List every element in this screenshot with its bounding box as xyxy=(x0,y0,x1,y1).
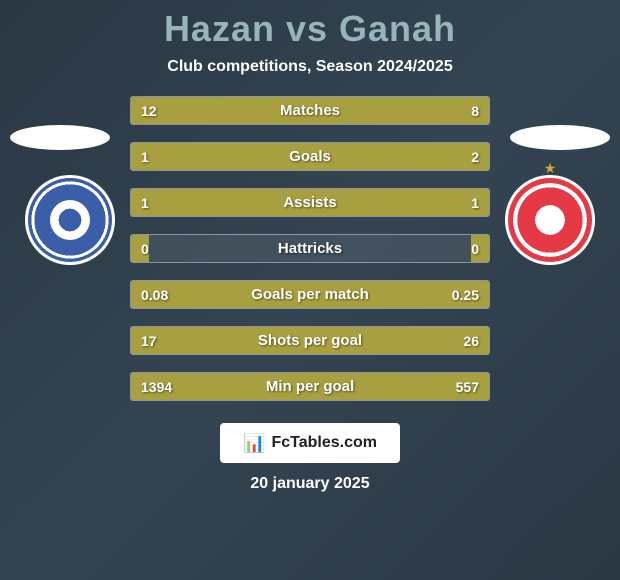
stats-container: 128Matches12Goals11Assists00Hattricks0.0… xyxy=(130,96,490,401)
stat-bar-right xyxy=(249,143,489,170)
stat-value-right: 26 xyxy=(463,333,479,349)
stat-value-right: 1 xyxy=(471,195,479,211)
stat-value-left: 12 xyxy=(141,103,157,119)
chart-icon: 📊 xyxy=(243,433,265,454)
stat-bar-right xyxy=(346,97,489,124)
stat-row: 1394 557 Min per goal xyxy=(130,372,490,401)
stat-value-left: 0 xyxy=(141,241,149,257)
stat-label: Shots per goal xyxy=(258,332,362,349)
stat-value-right: 0.25 xyxy=(452,287,479,303)
stat-label: Hattricks xyxy=(278,240,342,257)
stat-value-left: 0.08 xyxy=(141,287,168,303)
date-label: 20 january 2025 xyxy=(250,475,369,493)
stat-label: Goals per match xyxy=(251,286,369,303)
stat-row: 1 2 Goals xyxy=(130,142,490,171)
stat-value-right: 0 xyxy=(471,241,479,257)
stat-row: 1 1 Assists xyxy=(130,188,490,217)
stat-row: 17 26 Shots per goal xyxy=(130,326,490,355)
stat-value-left: 1 xyxy=(141,195,149,211)
stat-value-left: 1 xyxy=(141,149,149,165)
ellipse-right-decoration xyxy=(510,125,610,150)
stat-row: 0 0 Hattricks xyxy=(130,234,490,263)
stat-row: 12 8 Matches xyxy=(130,96,490,125)
stat-label: Matches xyxy=(280,102,340,119)
stat-row: 0.08 0.25 Goals per match xyxy=(130,280,490,309)
stat-value-right: 557 xyxy=(456,379,479,395)
logo-text: FcTables.com xyxy=(271,434,377,452)
stat-bar-right xyxy=(310,189,489,216)
ellipse-left-decoration xyxy=(10,125,110,150)
stat-label: Goals xyxy=(289,148,331,165)
stat-value-left: 17 xyxy=(141,333,157,349)
stat-value-right: 2 xyxy=(471,149,479,165)
team-badge-right xyxy=(505,175,595,265)
main-container: Hazan vs Ganah Club competitions, Season… xyxy=(0,0,620,580)
stat-value-left: 1394 xyxy=(141,379,172,395)
page-title: Hazan vs Ganah xyxy=(164,8,456,50)
subtitle: Club competitions, Season 2024/2025 xyxy=(167,58,452,76)
stat-label: Min per goal xyxy=(266,378,354,395)
stat-value-right: 8 xyxy=(471,103,479,119)
team-badge-left xyxy=(25,175,115,265)
stat-label: Assists xyxy=(283,194,336,211)
fctables-logo: 📊 FcTables.com xyxy=(220,423,400,463)
